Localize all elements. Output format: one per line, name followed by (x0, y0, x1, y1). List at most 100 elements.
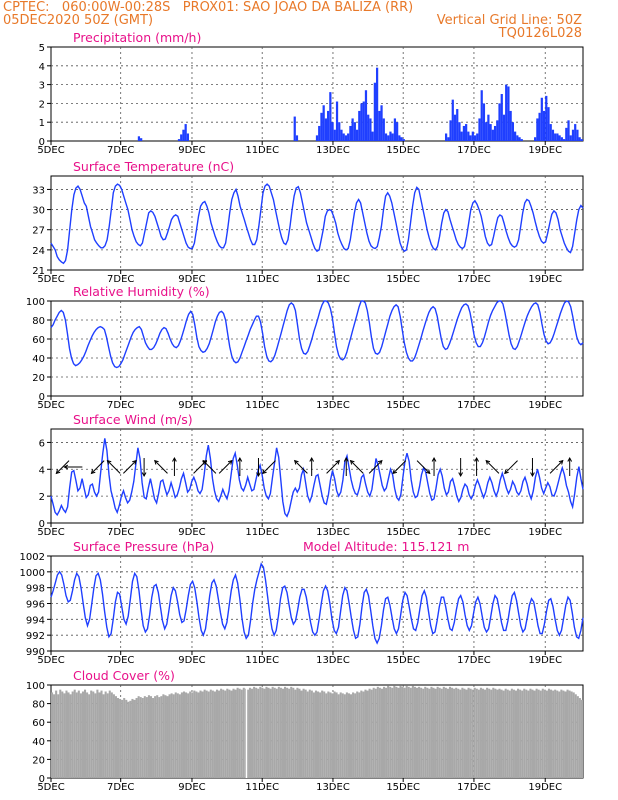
precipitation-ytick-label: 4 (39, 62, 45, 73)
cloud-bar (475, 688, 478, 778)
cloud-bar (508, 690, 511, 778)
cloud-bar (53, 694, 56, 778)
cloud-bar (418, 686, 421, 778)
precipitation-bar (460, 131, 463, 141)
cloud-bar (533, 690, 536, 778)
cloud-bar (440, 688, 443, 778)
cloud-bar (405, 685, 408, 778)
cloud-bar (129, 700, 132, 778)
precipitation-bar (456, 109, 459, 141)
pressure-xtick-label: 19DEC (528, 655, 562, 666)
precipitation-bar (367, 114, 370, 141)
cloud-bar (545, 690, 548, 778)
humidity-ytick-label: 60 (32, 335, 45, 346)
precipitation-bar (387, 135, 390, 141)
cloud-bar (572, 692, 575, 778)
cloud-bar (79, 693, 82, 778)
cloud-bar (393, 685, 396, 778)
precipitation-ytick-label: 1 (39, 118, 45, 129)
temperature-ytick-label: 33 (32, 185, 45, 196)
temperature-ytick-label: 27 (32, 226, 45, 237)
cloud-bar (529, 688, 532, 778)
cloud-bar (496, 689, 499, 778)
cloud-bar (205, 690, 208, 778)
wind-ytick-label: 6 (39, 438, 45, 449)
pressure-ytick-label: 992 (26, 631, 45, 642)
pressure-xtick-label: 7DEC (107, 655, 134, 666)
cloud-bar (378, 687, 381, 778)
cloud-bar (543, 689, 546, 778)
precipitation-bar (476, 133, 479, 141)
cloud-bar (502, 690, 505, 778)
precipitation-bar (327, 110, 330, 141)
cloud-bar (302, 688, 305, 778)
cloud-bar (191, 692, 194, 778)
temperature-ytick-label: 24 (32, 246, 45, 257)
cloud-bar (96, 689, 99, 778)
wind-vector-head (425, 469, 431, 475)
wind-xtick-label: 11DEC (245, 527, 279, 538)
cloud-bar (174, 692, 177, 778)
cloud-bar (220, 688, 223, 778)
precipitation-xtick-label: 9DEC (178, 145, 205, 156)
cloud-bar (281, 688, 285, 778)
cloud-bar (380, 688, 383, 778)
pressure-series-line (50, 562, 584, 645)
cloud-bar (114, 696, 117, 778)
cloud-bar (570, 691, 573, 778)
cloud-bar (430, 686, 433, 778)
precipitation-bar (349, 125, 352, 141)
wind-vector-head (431, 456, 437, 462)
cloud-bar (535, 688, 538, 778)
cloud-ytick-label: 0 (39, 774, 45, 785)
wind-vector (504, 460, 518, 474)
cloud-bar (314, 690, 317, 778)
wind-vector-head (335, 459, 341, 465)
pressure-xtick-label: 9DEC (178, 655, 205, 666)
cloud-bar (558, 691, 561, 778)
cloud-bar (269, 688, 272, 778)
precipitation-bar (137, 136, 141, 141)
precipitation-bar (342, 133, 345, 141)
precipitation-bar (520, 139, 523, 141)
wind-vector-head (392, 469, 398, 475)
wind-ytick-label: 2 (39, 492, 45, 503)
cloud-bar (284, 686, 287, 778)
cloud-bar (253, 686, 256, 778)
wind-vector (55, 460, 70, 474)
cloud-bar (424, 686, 427, 778)
precipitation-bar (329, 92, 332, 141)
precipitation-bar (398, 135, 401, 141)
precipitation-bar (562, 139, 566, 141)
precipitation-bar (340, 129, 343, 141)
cloud-xtick-label: 7DEC (107, 782, 134, 793)
precipitation-bar (382, 118, 385, 141)
cloud-bar (154, 696, 157, 778)
cloud-bar (467, 687, 470, 778)
precipitation-bar (344, 135, 348, 141)
cloud-bar (560, 689, 563, 778)
precipitation-bar (338, 122, 341, 141)
cloud-bar (382, 686, 386, 778)
cloud-bar (471, 689, 474, 778)
precipitation-bar (360, 103, 363, 141)
cloud-bar (376, 686, 379, 778)
humidity-xtick-label: 9DEC (178, 400, 205, 411)
cloud-bar (387, 685, 390, 778)
pressure-ytick-label: 1000 (20, 568, 45, 579)
cloud-bar (213, 691, 216, 778)
header-station: CPTEC: 060:00W-00:28S PROX01: SAO JOAO D… (3, 0, 414, 15)
precipitation-bar (516, 135, 519, 141)
wind-vector (294, 460, 308, 474)
precipitation-bar (493, 125, 497, 141)
wind-xtick-label: 7DEC (107, 527, 134, 538)
precipitation-bar (473, 135, 477, 141)
cloud-bar (69, 694, 72, 778)
cloud-bar (552, 690, 555, 778)
cloud-bar (273, 687, 276, 778)
cloud-bar (257, 688, 260, 778)
wind-vector-head (106, 459, 112, 465)
cloud-bar (391, 687, 394, 778)
cloud-bar (172, 694, 175, 778)
cloud-bar (312, 692, 315, 778)
